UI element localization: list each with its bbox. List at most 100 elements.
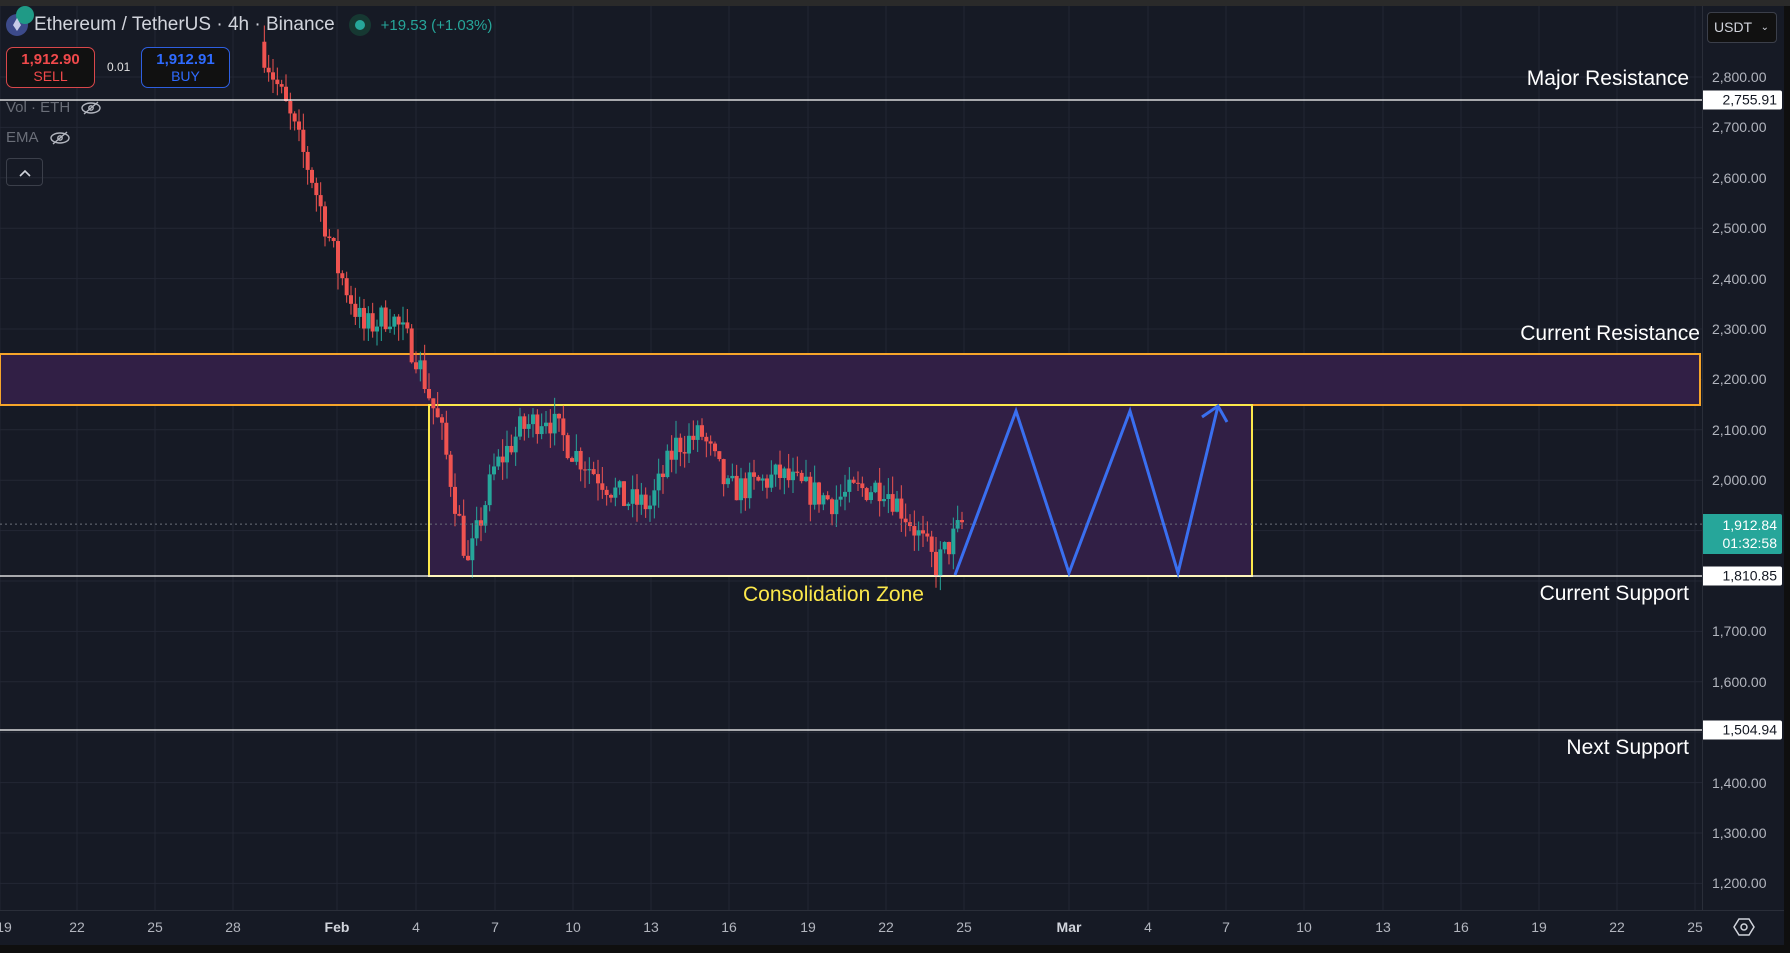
candle-body — [453, 486, 457, 514]
currency-value: USDT — [1714, 19, 1753, 35]
candle-body — [526, 424, 531, 429]
time-tick-label: Feb — [324, 919, 350, 935]
candle-body — [808, 476, 813, 505]
candle-body — [691, 435, 696, 440]
candle-body — [877, 482, 882, 502]
candle-body — [323, 206, 327, 237]
candle-body — [431, 398, 436, 409]
time-tick-label: 19 — [1531, 919, 1547, 935]
candle-body — [548, 422, 553, 434]
candle-body — [401, 322, 405, 325]
candle-body — [873, 482, 878, 493]
candle-body — [318, 195, 323, 207]
candle-body — [357, 307, 362, 317]
candle-body — [869, 492, 873, 501]
candle-body — [643, 494, 648, 510]
indicator-volume[interactable]: Vol · ETH — [6, 99, 102, 116]
chart-settings-icon[interactable] — [1733, 916, 1755, 938]
time-tick-label: 7 — [491, 919, 499, 935]
price-tick-label: 2,700.00 — [1712, 119, 1767, 136]
candle-body — [327, 236, 332, 239]
price-chart[interactable] — [0, 6, 1702, 910]
candle-body — [635, 489, 639, 505]
candle-body — [890, 494, 895, 512]
candle-body — [960, 520, 964, 523]
candle-body — [479, 520, 483, 526]
buy-button[interactable]: 1,912.91 BUY — [141, 47, 230, 88]
candle-body — [886, 494, 891, 500]
last-price: 1,912.84 — [1722, 517, 1778, 533]
candle-body — [271, 72, 275, 80]
time-tick-label: 25 — [147, 919, 163, 935]
sell-label: SELL — [33, 68, 68, 84]
candle-body — [496, 456, 501, 467]
candle-body — [626, 503, 631, 506]
candle-body — [596, 474, 600, 484]
candle-body — [955, 520, 960, 529]
candle-body — [674, 437, 678, 460]
candle-body — [769, 474, 774, 488]
time-tick-label: 25 — [1687, 919, 1703, 935]
candle-body — [951, 528, 956, 555]
candle-body — [275, 79, 280, 85]
indicator-volume-label: Vol · ETH — [6, 99, 71, 116]
hidden-eye-icon[interactable] — [49, 130, 71, 145]
candle-body — [613, 487, 618, 498]
time-tick-label: 22 — [1609, 919, 1625, 935]
candle-body — [678, 437, 683, 453]
chart-pane[interactable] — [0, 6, 1702, 910]
candle-body — [288, 100, 293, 114]
candle-body — [782, 468, 787, 478]
candle-body — [314, 182, 319, 196]
collapse-indicators-button[interactable] — [6, 158, 43, 186]
price-tick-label: 2,300.00 — [1712, 321, 1767, 337]
candle-body — [297, 121, 301, 130]
time-tick-label: 13 — [1375, 919, 1391, 935]
candle-body — [695, 425, 700, 440]
sell-button[interactable]: 1,912.90 SELL — [6, 47, 95, 88]
candle-body — [366, 313, 371, 329]
time-axis[interactable] — [0, 910, 1790, 946]
indicator-ema-label: EMA — [6, 129, 39, 146]
ethereum-coin-icon — [6, 6, 34, 36]
candle-body — [860, 483, 865, 489]
candle-body — [305, 151, 310, 170]
candle-body — [518, 416, 522, 437]
candle-body — [739, 478, 743, 501]
time-tick-label: 7 — [1222, 919, 1230, 935]
symbol-title[interactable]: Ethereum / TetherUS · 4h · Binance — [34, 14, 335, 35]
price-tick-label: 1,600.00 — [1712, 673, 1767, 690]
major-resistance-label: Major Resistance — [1526, 67, 1689, 90]
hidden-eye-icon[interactable] — [80, 100, 102, 115]
currency-select[interactable]: USDT ⌄ — [1707, 12, 1777, 43]
time-tick-label: 19 — [0, 919, 12, 935]
candle-body — [500, 456, 505, 463]
price-axis[interactable] — [1702, 6, 1790, 910]
indicator-ema[interactable]: EMA — [6, 129, 71, 146]
candle-body — [531, 414, 535, 425]
candle-body — [561, 418, 566, 436]
candle-body — [448, 454, 453, 487]
bottom-bar — [0, 945, 1790, 953]
market-open-icon — [348, 14, 371, 36]
candle-body — [622, 481, 626, 506]
time-tick-label: 4 — [412, 919, 420, 935]
candle-body — [661, 473, 665, 478]
candle-body — [539, 426, 544, 435]
candle-body — [799, 472, 804, 482]
candle-body — [652, 490, 657, 506]
candle-body — [392, 316, 397, 327]
candle-body — [591, 469, 596, 475]
candle-body — [340, 273, 345, 279]
symbol-legend[interactable]: Ethereum / TetherUS · 4h · Binance +19.5… — [6, 6, 492, 36]
candle-body — [604, 489, 609, 495]
time-tick-label: 13 — [643, 919, 659, 935]
candle-body — [726, 478, 730, 485]
time-tick-label: 16 — [721, 919, 737, 935]
candle-body — [570, 458, 574, 462]
candle-body — [717, 451, 722, 460]
candle-body — [851, 479, 856, 483]
candle-body — [648, 505, 652, 510]
price-tick-label: 2,200.00 — [1712, 371, 1767, 388]
current-support-price-tag: 1,810.85 — [1703, 566, 1782, 586]
